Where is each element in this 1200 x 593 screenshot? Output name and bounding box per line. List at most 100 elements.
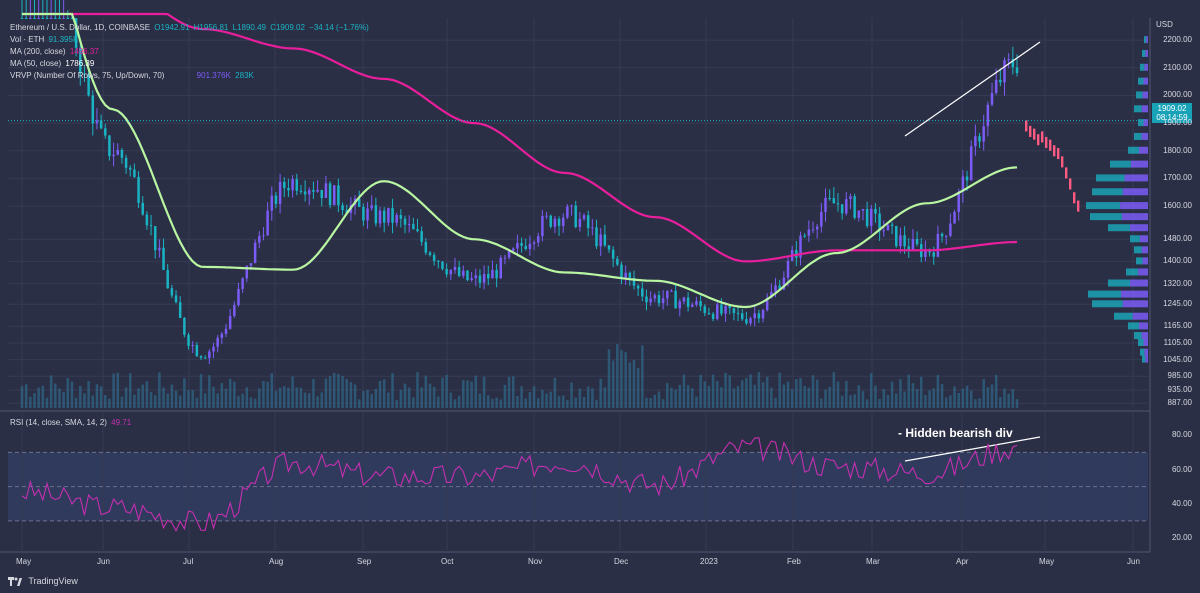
candle-body	[203, 357, 207, 359]
volume-bar	[195, 397, 199, 408]
candle-body	[861, 209, 865, 211]
volume-bar	[216, 393, 219, 408]
volume-bar	[407, 387, 411, 408]
volume-bar	[861, 391, 865, 408]
volume-bar	[853, 394, 856, 408]
candle-body	[641, 288, 644, 297]
candle-body	[341, 205, 344, 211]
rsi-tick-label: 60.00	[1171, 464, 1192, 474]
candle-body	[83, 73, 86, 75]
volume-bar	[237, 396, 240, 408]
candle-body	[957, 191, 960, 212]
volume-profile-down	[1092, 188, 1123, 196]
candle-body	[283, 181, 286, 189]
ma200-row[interactable]: MA (200, close) 1496.37	[10, 46, 369, 58]
candle-body	[632, 277, 636, 286]
candle-body	[412, 224, 415, 230]
price-tick-label: 1480.00	[1163, 234, 1192, 244]
volume-bar	[283, 386, 286, 408]
time-tick-label: Feb	[787, 557, 801, 566]
volume-profile-up	[1145, 355, 1148, 363]
volume-profile-down	[1144, 36, 1147, 44]
rsi-legend[interactable]: RSI (14, close, SMA, 14, 2) 49.71	[10, 418, 131, 427]
candle-body	[403, 218, 407, 225]
candle-body	[707, 312, 711, 314]
ma50-line	[22, 12, 1018, 309]
candle-body	[1003, 60, 1006, 83]
candle-body	[570, 205, 573, 207]
volume-row[interactable]: Vol · ETH 91.395K	[10, 34, 369, 46]
candle-body	[990, 92, 994, 105]
candle-body	[786, 260, 790, 278]
symbol-title[interactable]: Ethereum / U.S. Dollar, 1D, COINBASE	[10, 23, 151, 32]
candle-body	[982, 126, 985, 142]
volume-bar	[133, 394, 136, 408]
volume-bar	[557, 396, 561, 408]
candle-body	[437, 260, 440, 262]
volume-profile-up	[1144, 63, 1148, 71]
candle-body	[807, 229, 811, 236]
candle-body	[466, 270, 469, 281]
time-tick-label: Dec	[614, 557, 629, 566]
volume-profile-down	[1142, 49, 1146, 57]
vrvp-row[interactable]: VRVP (Number Of Rows, 75, Up/Down, 70) 9…	[10, 70, 369, 82]
candle-body	[949, 223, 952, 236]
volume-bar	[957, 392, 960, 408]
candle-body	[41, 18, 45, 19]
candle-body	[803, 235, 806, 237]
candle-body	[507, 250, 511, 258]
time-tick-label: Mar	[866, 557, 880, 566]
volume-bar	[982, 379, 985, 408]
volume-bar	[920, 376, 923, 408]
volume-bar	[158, 372, 161, 408]
vrvp-label: VRVP (Number Of Rows, 75, Up/Down, 70)	[10, 71, 165, 80]
candle-body	[691, 304, 694, 307]
candle-body	[711, 313, 715, 320]
volume-bar	[624, 352, 627, 408]
volume-bar	[545, 393, 548, 408]
volume-profile-up	[1139, 322, 1148, 330]
candle-body	[332, 185, 336, 206]
forecast-candle	[1037, 134, 1040, 146]
time-tick-label: Oct	[441, 557, 454, 566]
volume-bar	[66, 378, 70, 408]
volume-bar	[374, 388, 378, 408]
candle-body	[220, 333, 224, 338]
price-axis-unit: USD	[1156, 20, 1173, 29]
ma50-row[interactable]: MA (50, close) 1786.39	[10, 58, 369, 70]
change-value: −34.14 (−1.76%)	[309, 23, 369, 32]
volume-bar	[170, 384, 174, 408]
candle-body	[216, 337, 219, 347]
volume-bar	[278, 387, 282, 408]
close-value: C1909.02	[270, 23, 305, 32]
candle-body	[387, 207, 390, 223]
candle-body	[774, 285, 777, 292]
time-tick-label: Jun	[97, 557, 110, 566]
volume-bar	[41, 385, 45, 408]
tradingview-brand[interactable]: TradingView	[8, 576, 78, 587]
volume-bar	[191, 390, 194, 408]
candle-body	[686, 297, 690, 307]
candle-body	[253, 242, 257, 264]
candle-body	[62, 18, 65, 19]
candle-body	[191, 345, 194, 347]
volume-bar	[674, 389, 677, 408]
candle-body	[936, 233, 940, 257]
price-tick-label: 1400.00	[1163, 256, 1192, 266]
volume-bar	[707, 386, 711, 408]
volume-bar	[1003, 388, 1006, 408]
candle-body	[516, 242, 519, 249]
volume-bar	[220, 383, 224, 408]
volume-profile-up	[1142, 257, 1148, 265]
candle-body	[865, 209, 869, 226]
time-tick-label: Jun	[1127, 557, 1140, 566]
candle-body	[70, 18, 74, 19]
volume-bar	[561, 395, 565, 408]
candle-body	[770, 291, 773, 298]
volume-bar	[312, 379, 315, 408]
volume-bar	[974, 399, 977, 408]
volume-bar	[104, 395, 107, 408]
volume-bar	[553, 377, 557, 408]
volume-profile-down	[1110, 160, 1131, 168]
